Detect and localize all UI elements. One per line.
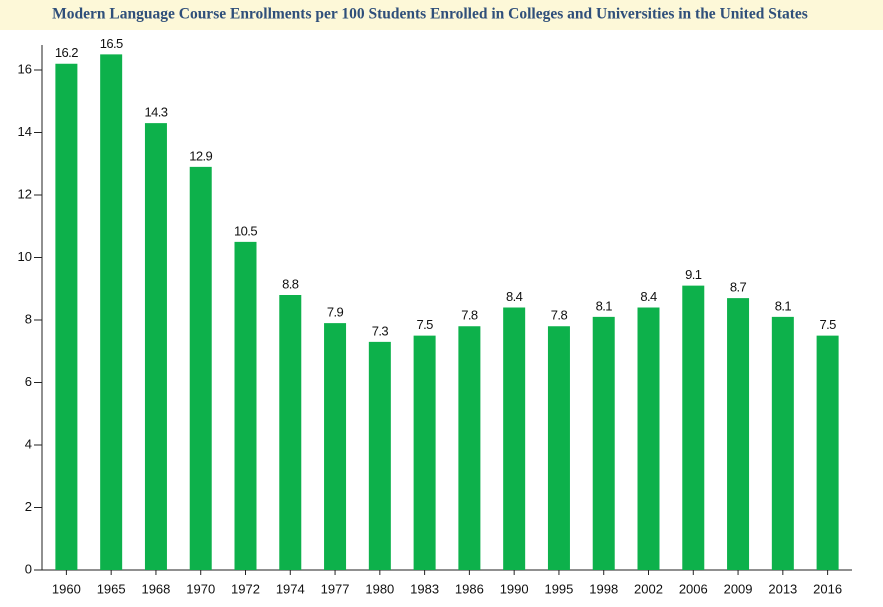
y-tick-label: 4 [25,436,32,451]
x-tick-label: 1960 [52,581,81,596]
value-label: 16.2 [55,45,78,60]
bar [816,335,839,570]
bar [458,326,481,570]
y-tick-label: 6 [25,374,32,389]
x-tick-label: 1995 [544,581,573,596]
x-tick-label: 1965 [97,581,126,596]
bar [413,335,436,570]
x-tick-label: 2016 [813,581,842,596]
bar [682,285,705,570]
x-tick-label: 1983 [410,581,439,596]
bar [279,295,302,570]
y-tick-label: 10 [18,249,32,264]
value-label: 7.8 [551,308,568,323]
value-label: 7.8 [461,308,478,323]
value-label: 8.8 [282,276,299,291]
value-label: 7.5 [416,317,433,332]
value-label: 7.3 [372,323,389,338]
y-tick-label: 8 [25,311,32,326]
title-bar [0,0,883,30]
bar [55,63,78,570]
value-label: 16.5 [100,36,123,51]
x-tick-label: 1972 [231,581,260,596]
value-label: 7.5 [819,317,836,332]
x-tick-label: 1986 [455,581,484,596]
value-label: 14.3 [144,105,167,120]
bar [727,298,750,570]
value-label: 8.1 [596,298,613,313]
bar [503,307,526,570]
bar [100,54,123,570]
y-tick-label: 16 [18,61,32,76]
value-label: 7.9 [327,305,344,320]
value-label: 8.4 [506,289,523,304]
x-tick-label: 1990 [500,581,529,596]
value-label: 9.1 [685,267,702,282]
bar [592,316,615,570]
y-tick-label: 0 [25,561,32,576]
bar [189,166,212,570]
value-label: 12.9 [189,148,212,163]
x-tick-label: 2002 [634,581,663,596]
x-tick-label: 1974 [276,581,305,596]
x-tick-label: 1980 [365,581,394,596]
x-tick-label: 2006 [679,581,708,596]
x-tick-label: 1970 [186,581,215,596]
bar [637,307,660,570]
y-tick-label: 2 [25,499,32,514]
bar [234,241,257,570]
bar [368,341,391,570]
bar [771,316,794,570]
x-tick-label: 1998 [589,581,618,596]
bar [324,323,347,570]
y-tick-label: 12 [18,186,32,201]
chart-title: Modern Language Course Enrollments per 1… [52,6,808,23]
value-label: 8.1 [775,298,792,313]
value-label: 8.4 [640,289,657,304]
bar [144,123,167,570]
value-label: 8.7 [730,280,747,295]
x-tick-label: 1968 [141,581,170,596]
x-tick-label: 2013 [768,581,797,596]
bar [547,326,570,570]
x-tick-label: 1977 [321,581,350,596]
x-tick-label: 2009 [724,581,753,596]
y-tick-label: 14 [18,124,32,139]
value-label: 10.5 [234,223,257,238]
